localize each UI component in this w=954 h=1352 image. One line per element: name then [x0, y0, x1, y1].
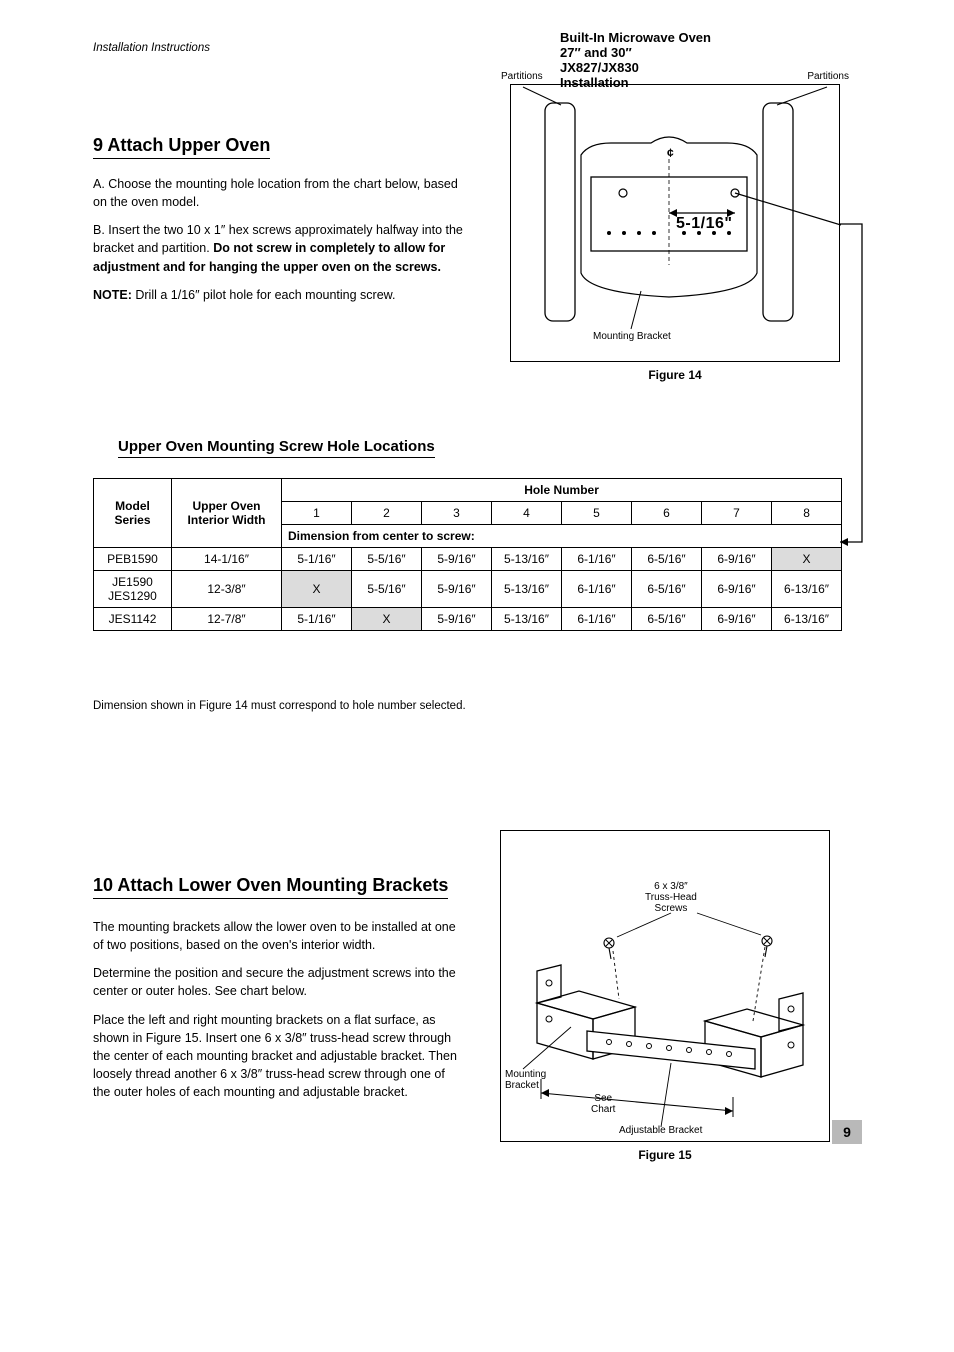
- fig15-caption: Figure 15: [500, 1148, 830, 1162]
- hole-location-table: Model Series Upper Oven Interior Width H…: [93, 478, 842, 631]
- fig15-mbracket-label: Mounting Bracket: [505, 1069, 546, 1091]
- fig15-screws-label: 6 x 3/8″ Truss-Head Screws: [645, 881, 697, 914]
- step9-note: NOTE: Drill a 1/16″ pilot hole for each …: [93, 286, 463, 304]
- table-row-1: PEB1590 14-1/16″ 5-1/16″ 5-5/16″ 5-9/16″…: [94, 548, 842, 571]
- step9-body: A. Choose the mounting hole location fro…: [93, 175, 463, 304]
- svg-text:¢: ¢: [667, 146, 674, 160]
- fig14-dim-label: 5-1/16": [676, 215, 732, 232]
- fig15-seechart-label: See Chart: [591, 1093, 615, 1115]
- th-hole: Hole Number: [282, 479, 842, 502]
- page-number-badge: 9: [832, 1120, 862, 1144]
- dim-sublabel: Dimension from center to screw:: [282, 525, 842, 548]
- header-right-2: 27″ and 30″: [560, 45, 711, 60]
- table-row-3: JES1142 12-7/8″ 5-1/16″ X 5-9/16″ 5-13/1…: [94, 608, 842, 631]
- step10-p2: Determine the position and secure the ad…: [93, 964, 463, 1000]
- table-footnote: Dimension shown in Figure 14 must corres…: [93, 698, 841, 714]
- fig14-partitions-label-l: Partitions: [501, 71, 543, 82]
- fig14-caption: Figure 14: [510, 368, 840, 382]
- step9-p2: B. Insert the two 10 x 1″ hex screws app…: [93, 221, 463, 275]
- figure14-box: ¢ 5-1/16": [510, 84, 840, 362]
- header-right-1: Built-In Microwave Oven: [560, 30, 711, 45]
- figure15-box: 6 x 3/8″ Truss-Head Screws See Chart Mou…: [500, 830, 830, 1142]
- fig14-bracket-label: Mounting Bracket: [593, 331, 671, 342]
- table-title: Upper Oven Mounting Screw Hole Locations: [118, 438, 435, 458]
- table-row-2: JE1590 JES1290 12-3/8″ X 5-5/16″ 5-9/16″…: [94, 571, 842, 608]
- header-right-3: JX827/JX830: [560, 60, 711, 75]
- figure15-svg: [501, 831, 831, 1143]
- fig14-partitions-label-r: Partitions: [807, 71, 849, 82]
- step9-p1: A. Choose the mounting hole location fro…: [93, 175, 463, 211]
- step9-heading: 9 Attach Upper Oven: [93, 135, 270, 159]
- th-model: Model Series: [94, 479, 172, 548]
- fig15-adj-label: Adjustable Bracket: [619, 1125, 702, 1136]
- step10-p1: The mounting brackets allow the lower ov…: [93, 918, 463, 954]
- step10-body: The mounting brackets allow the lower ov…: [93, 918, 463, 1101]
- header-left: Installation Instructions: [93, 40, 210, 56]
- figure14-svg: ¢ 5-1/16": [511, 85, 841, 363]
- step10-p3: Place the left and right mounting bracke…: [93, 1011, 463, 1102]
- step10-heading: 10 Attach Lower Oven Mounting Brackets: [93, 875, 448, 899]
- th-width: Upper Oven Interior Width: [172, 479, 282, 548]
- connector-line-icon: [838, 222, 866, 550]
